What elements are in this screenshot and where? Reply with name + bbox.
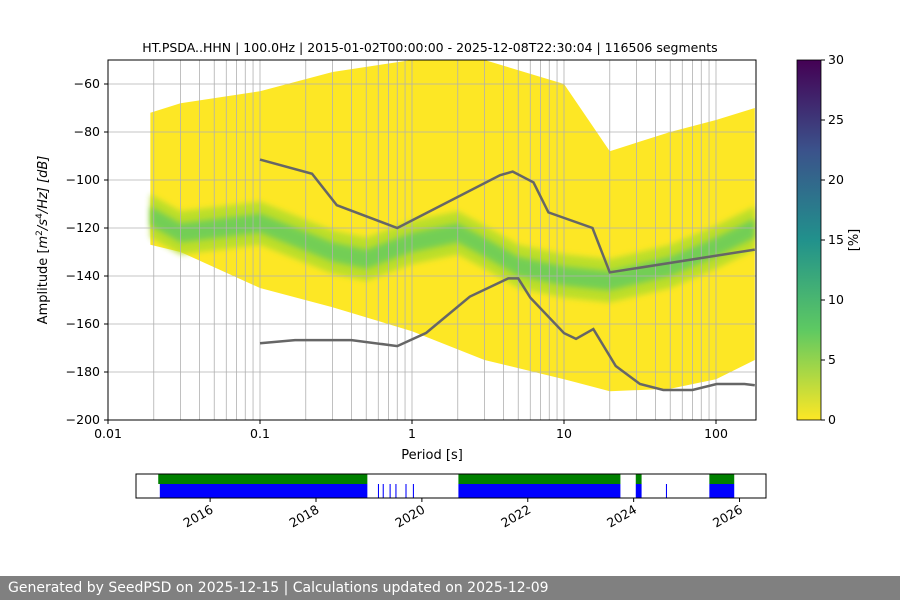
- coverage-blue-bar: [458, 484, 621, 498]
- coverage-green-bar: [158, 474, 368, 484]
- x-tick-label: 0.1: [250, 426, 270, 441]
- y-tick-label: −180: [66, 364, 100, 379]
- x-axis-label: Period [s]: [401, 448, 463, 463]
- colorbar-tick-label: 30: [828, 52, 844, 67]
- noise-model-nhnm: [259, 158, 755, 274]
- y-tick-label: −60: [74, 76, 100, 91]
- colorbar-tick-label: 25: [828, 112, 844, 127]
- coverage-blue-bar: [412, 484, 414, 498]
- x-tick-label: 0.01: [94, 426, 122, 441]
- coverage-blue-bar: [709, 484, 735, 498]
- colorbar-label: [%]: [847, 229, 862, 252]
- y-axis-label: Amplitude [m2/s4/Hz] [dB]: [35, 156, 51, 325]
- plot-frame: [107, 59, 757, 421]
- coverage-tick-label: 2024: [604, 502, 639, 531]
- coverage-blue-bar: [635, 484, 642, 498]
- y-tick-label: −160: [66, 316, 100, 331]
- coverage-tick-label: 2026: [710, 502, 745, 531]
- footer: Generated by SeedPSD on 2025-12-15 | Cal…: [0, 576, 900, 600]
- coverage-blue-bar: [382, 484, 384, 498]
- coverage-blue-bar: [405, 484, 407, 498]
- y-tick-label: −200: [66, 412, 100, 427]
- coverage-tick-label: 2022: [498, 502, 533, 531]
- coverage-blue-bar: [377, 484, 379, 498]
- colorbar-tick-label: 5: [828, 352, 836, 367]
- coverage-tick-label: 2020: [392, 502, 427, 531]
- colorbar-tick-label: 15: [828, 232, 844, 247]
- coverage-blue-bar: [395, 484, 397, 498]
- x-tick-label: 10: [556, 426, 572, 441]
- coverage-blue-bar: [389, 484, 391, 498]
- chart-title: HT.PSDA..HHN | 100.0Hz | 2015-01-02T00:0…: [142, 40, 717, 55]
- coverage-blue-bar: [159, 484, 368, 498]
- coverage-tick-label: 2016: [181, 502, 216, 531]
- coverage-frame: [135, 473, 767, 499]
- x-tick-label: 1: [408, 426, 416, 441]
- x-tick-label: 100: [704, 426, 728, 441]
- noise-model-nlnm: [259, 277, 755, 392]
- y-tick-label: −140: [66, 268, 100, 283]
- colorbar-tick-label: 0: [828, 412, 836, 427]
- coverage-green-bar: [458, 474, 621, 484]
- y-tick-label: −100: [66, 172, 100, 187]
- y-tick-label: −80: [74, 124, 100, 139]
- colorbar-tick-label: 10: [828, 292, 844, 307]
- coverage-blue-bar: [665, 484, 667, 498]
- coverage-green-bar: [709, 474, 735, 484]
- colorbar: [796, 59, 822, 421]
- coverage-tick-label: 2018: [286, 502, 321, 531]
- y-tick-label: −120: [66, 220, 100, 235]
- coverage-green-bar: [635, 474, 642, 484]
- colorbar-tick-label: 20: [828, 172, 844, 187]
